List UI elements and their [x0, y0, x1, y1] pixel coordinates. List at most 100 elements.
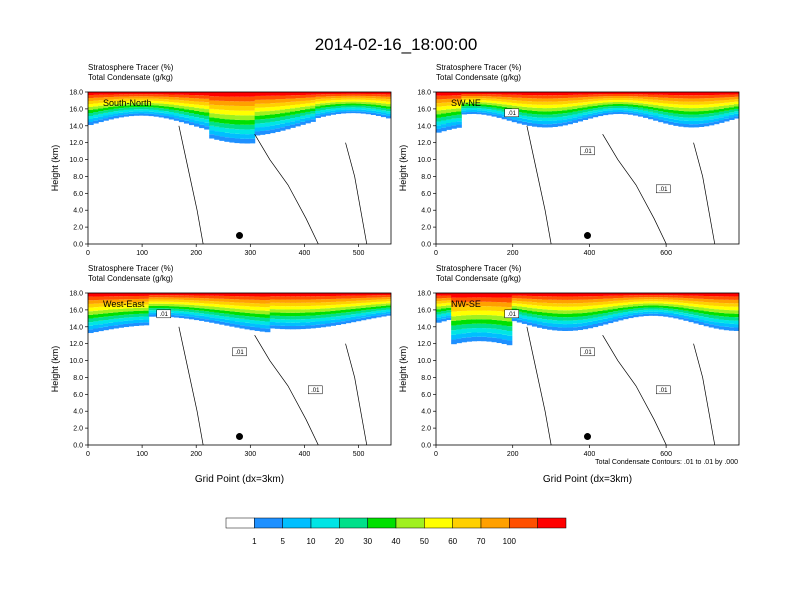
field-cell: [703, 116, 710, 121]
field-cell: [451, 302, 457, 307]
field-cell: [365, 108, 372, 111]
field-cell: [163, 111, 170, 114]
field-cell: [456, 329, 462, 335]
field-cell: [718, 306, 725, 310]
field-cell: [622, 112, 629, 115]
field-cell: [693, 92, 700, 96]
field-cell: [638, 297, 644, 300]
contour-line: [254, 134, 319, 244]
field-cell: [340, 293, 347, 296]
field-cell: [602, 94, 609, 97]
field-cell: [486, 323, 493, 329]
field-cell: [163, 299, 170, 302]
field-cell: [113, 322, 119, 326]
field-cell: [597, 100, 604, 103]
field-cell: [491, 107, 498, 110]
field-cell: [88, 296, 94, 301]
field-cell: [531, 114, 538, 118]
field-cell: [567, 118, 573, 122]
field-cell: [279, 319, 286, 323]
field-cell: [436, 121, 442, 126]
field-cell: [658, 92, 664, 95]
field-cell: [592, 98, 599, 102]
field-cell: [360, 293, 367, 296]
field-cell: [531, 107, 538, 111]
field-cell: [204, 319, 210, 322]
field-cell: [88, 122, 94, 126]
field-cell: [128, 111, 135, 114]
field-cell: [587, 99, 594, 102]
field-cell: [269, 92, 276, 96]
field-cell: [310, 111, 316, 114]
field-cell: [481, 104, 488, 107]
field-cell: [673, 309, 679, 312]
field-cell: [173, 313, 180, 316]
field-cell: [284, 319, 291, 323]
field-cell: [305, 296, 311, 300]
field-cell: [693, 293, 700, 296]
field-cell: [194, 95, 200, 99]
field-cell: [582, 296, 589, 300]
field-cell: [627, 293, 634, 296]
field-cell: [506, 330, 513, 336]
field-cell: [638, 100, 644, 104]
field-cell: [446, 105, 452, 110]
field-cell: [476, 293, 483, 298]
field-cell: [592, 105, 599, 109]
field-cell: [330, 298, 337, 302]
field-cell: [173, 297, 180, 300]
field-cell: [673, 311, 679, 314]
field-cell: [224, 319, 230, 323]
field-cell: [658, 295, 664, 298]
field-cell: [183, 316, 190, 319]
field-cell: [158, 112, 165, 116]
field-cell: [516, 100, 523, 104]
field-cell: [451, 125, 457, 129]
field-cell: [113, 101, 119, 104]
field-cell: [602, 307, 609, 311]
field-cell: [516, 103, 523, 107]
field-cell: [310, 97, 316, 101]
field-cell: [153, 94, 160, 97]
field-cell: [638, 96, 644, 99]
field-cell: [592, 320, 599, 324]
field-cell: [627, 108, 634, 111]
field-cell: [703, 123, 710, 127]
y-tick-label: 6.0: [421, 392, 431, 399]
field-cell: [733, 108, 739, 112]
field-cell: [158, 299, 165, 302]
field-cell: [249, 96, 256, 102]
field-cell: [295, 107, 301, 111]
contour-line: [693, 343, 716, 445]
field-cell: [93, 103, 99, 107]
field-cell: [557, 317, 563, 321]
y-tick-label: 16.0: [69, 307, 83, 314]
field-cell: [506, 118, 513, 121]
field-cell: [537, 324, 543, 328]
field-cell: [728, 327, 735, 331]
field-cell: [501, 96, 508, 100]
field-cell: [254, 92, 261, 96]
field-cell: [335, 293, 342, 296]
field-cell: [128, 98, 135, 101]
field-cell: [244, 138, 251, 144]
field-cell: [713, 299, 720, 303]
field-cell: [471, 97, 477, 100]
field-cell: [113, 96, 119, 100]
field-cell: [471, 293, 477, 298]
field-cell: [708, 110, 715, 114]
field-cell: [183, 100, 190, 104]
field-cell: [587, 309, 594, 313]
y-axis-label: Height (km): [398, 145, 408, 192]
field-cell: [189, 309, 195, 313]
field-cell: [123, 305, 129, 309]
field-cell: [234, 305, 241, 309]
field-cell: [295, 123, 301, 127]
field-cell: [305, 315, 311, 320]
field-cell: [103, 102, 109, 106]
field-cell: [653, 115, 659, 119]
field-cell: [436, 311, 442, 315]
field-cell: [653, 118, 659, 121]
field-cell: [557, 310, 563, 314]
field-cell: [385, 297, 391, 300]
